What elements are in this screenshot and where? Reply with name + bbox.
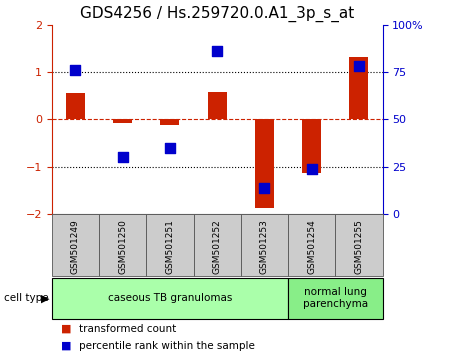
Bar (194, 214, 241, 276)
Bar (52, 214, 99, 276)
Point (261, 185, 268, 190)
Title: GDS4256 / Hs.259720.0.A1_3p_s_at: GDS4256 / Hs.259720.0.A1_3p_s_at (80, 6, 354, 22)
Bar (288, 214, 335, 276)
Text: GSM501252: GSM501252 (212, 219, 221, 274)
Bar (161, 119, 179, 125)
Bar (302, 119, 321, 172)
Point (308, 166, 315, 172)
Point (356, 64, 363, 69)
Text: GSM501255: GSM501255 (355, 219, 364, 274)
Bar (350, 57, 369, 119)
Bar (241, 214, 288, 276)
Text: normal lung
parenchyma: normal lung parenchyma (303, 287, 368, 309)
Text: caseous TB granulomas: caseous TB granulomas (108, 293, 232, 303)
Bar (146, 214, 194, 276)
Text: GSM501249: GSM501249 (71, 219, 80, 274)
Text: percentile rank within the sample: percentile rank within the sample (79, 341, 255, 350)
Text: GSM501254: GSM501254 (307, 219, 316, 274)
Text: GSM501250: GSM501250 (118, 219, 127, 274)
Text: ▶: ▶ (40, 293, 49, 303)
Bar (288, 278, 382, 319)
Text: ■: ■ (61, 324, 71, 333)
Bar (113, 119, 132, 123)
Point (119, 154, 126, 160)
Bar (66, 93, 85, 119)
Text: ■: ■ (61, 341, 71, 350)
Bar (52, 278, 288, 319)
Point (213, 48, 220, 54)
Text: cell type: cell type (4, 293, 49, 303)
Bar (99, 214, 146, 276)
Point (166, 145, 174, 151)
Point (72, 67, 79, 73)
Text: GSM501251: GSM501251 (166, 219, 175, 274)
Text: GSM501253: GSM501253 (260, 219, 269, 274)
Bar (255, 119, 274, 209)
Bar (207, 92, 226, 119)
Text: transformed count: transformed count (79, 324, 176, 333)
Bar (335, 214, 382, 276)
